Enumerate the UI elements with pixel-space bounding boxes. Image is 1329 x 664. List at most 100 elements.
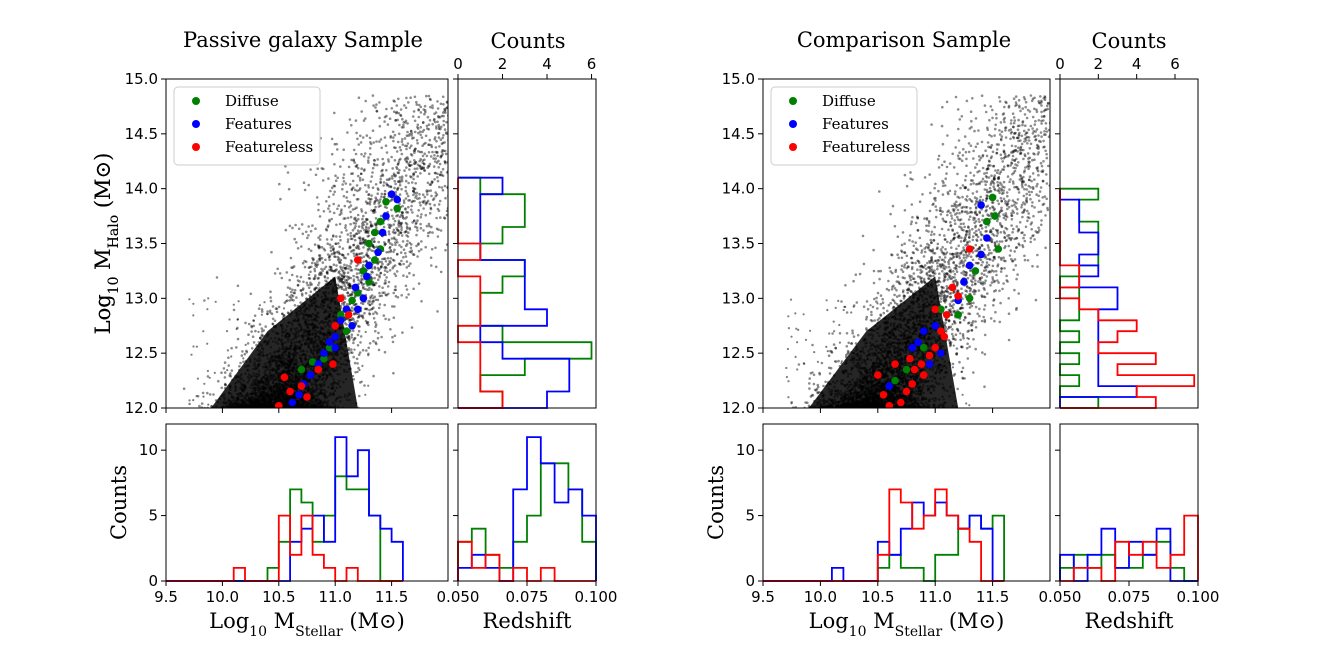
background-point [345,196,348,199]
background-point [336,255,340,259]
background-point [461,147,464,150]
background-point [363,311,366,315]
background-point [332,248,335,251]
background-point [413,167,417,171]
background-point [467,133,470,136]
background-point [315,196,319,199]
background-point [422,128,426,132]
background-point [271,305,275,308]
background-point [329,189,332,193]
background-point [398,168,401,172]
background-point [356,362,359,365]
background-point [342,194,346,198]
background-point [368,247,372,251]
background-point [349,262,353,265]
background-point [375,273,379,277]
background-point [206,391,209,395]
background-point [472,198,475,201]
background-point [203,299,206,302]
background-point [336,258,340,262]
background-point [307,277,311,280]
background-point [388,177,392,180]
background-point [439,154,443,158]
background-point [344,226,347,229]
background-point [342,301,346,305]
background-point [391,243,394,246]
background-point [270,312,274,316]
background-point [310,283,314,286]
background-point [250,324,253,328]
background-point [512,118,515,121]
background-point [349,284,352,288]
background-point [333,255,336,258]
background-point [305,281,309,285]
background-point [435,127,438,130]
background-point [414,170,418,174]
background-point [437,131,441,135]
background-point [441,148,444,152]
background-point [390,198,394,202]
background-point [304,230,308,234]
background-point [437,132,440,135]
background-point [373,208,377,212]
background-point [404,208,407,211]
background-point [356,319,359,323]
background-point [260,333,264,337]
background-point [358,236,362,239]
background-point [348,284,352,287]
background-point [382,196,386,199]
background-point [346,271,350,275]
background-point [412,162,416,165]
background-point [320,245,324,249]
background-point [534,115,537,118]
background-point [384,144,388,147]
background-point [357,366,360,370]
background-point [386,263,390,267]
background-point [383,269,387,272]
background-point [325,200,328,203]
background-point [388,259,391,263]
background-point [443,128,447,131]
background-point [355,219,359,223]
background-point [367,229,370,232]
background-point [360,110,364,113]
background-point [346,131,349,134]
background-point [440,125,443,129]
background-point [385,107,388,111]
background-point [345,280,348,283]
background-point [339,165,342,168]
background-point [442,149,445,153]
background-point [404,284,408,288]
background-point [445,243,448,246]
background-point [356,213,360,217]
background-point [422,229,425,232]
background-point [416,163,420,167]
background-point [412,287,415,291]
background-point [404,185,408,189]
background-point [325,280,329,284]
background-point [370,308,373,311]
background-point [369,224,373,227]
background-point [412,172,415,175]
background-point [335,268,338,271]
background-point [288,299,292,302]
background-point [395,270,399,273]
background-point [443,149,447,153]
background-point [366,218,369,221]
background-point [374,183,378,186]
background-point [303,265,307,269]
background-point [420,300,423,303]
background-point [337,275,341,279]
background-point [476,104,479,107]
background-point [334,242,338,246]
background-point [405,275,409,279]
background-point [393,175,397,178]
background-point [340,231,343,234]
background-point [349,318,352,322]
background-point [381,286,384,290]
background-point [359,242,362,245]
background-point [348,264,351,268]
background-point [346,238,350,241]
background-point [499,133,502,136]
background-point [494,131,497,134]
